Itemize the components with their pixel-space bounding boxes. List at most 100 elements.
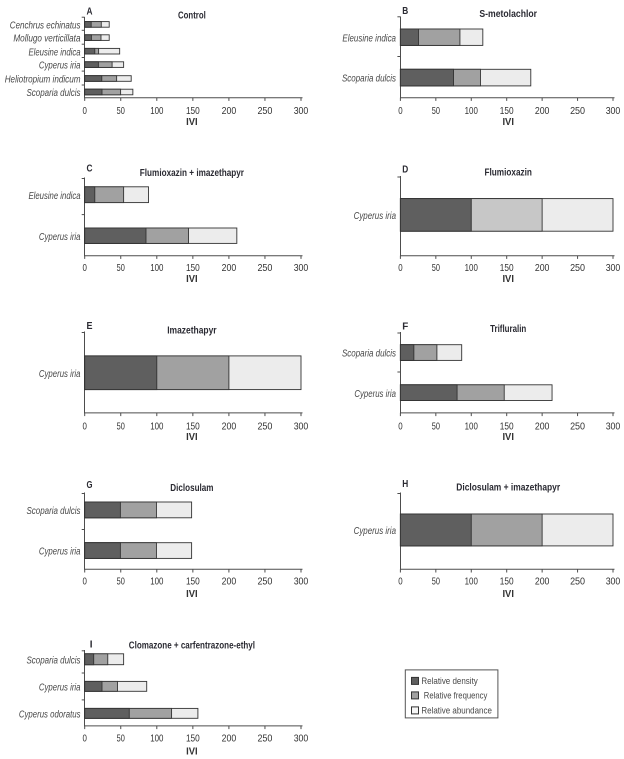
svg-text:50: 50: [117, 733, 125, 744]
svg-text:Eleusine indica: Eleusine indica: [29, 47, 81, 58]
svg-text:150: 150: [186, 263, 200, 274]
svg-text:50: 50: [117, 263, 125, 274]
svg-text:Diclosulam + imazethapyr: Diclosulam + imazethapyr: [456, 482, 560, 493]
svg-text:Trifluralin: Trifluralin: [490, 324, 526, 335]
svg-text:Scoparia dulcis: Scoparia dulcis: [27, 88, 81, 99]
svg-text:150: 150: [500, 577, 514, 588]
svg-text:50: 50: [117, 577, 125, 588]
svg-text:100: 100: [150, 106, 163, 117]
svg-text:100: 100: [465, 577, 478, 588]
svg-text:Diclosulam: Diclosulam: [170, 483, 213, 494]
svg-text:0: 0: [398, 106, 403, 117]
svg-text:0: 0: [83, 733, 88, 744]
svg-text:250: 250: [257, 106, 272, 117]
svg-text:Relative abundance: Relative abundance: [421, 706, 492, 716]
svg-text:50: 50: [432, 263, 440, 274]
svg-text:50: 50: [117, 106, 125, 117]
svg-text:0: 0: [83, 263, 88, 274]
svg-text:200: 200: [222, 263, 237, 274]
svg-text:250: 250: [570, 422, 585, 433]
svg-text:Scoparia dulcis: Scoparia dulcis: [342, 349, 396, 360]
svg-text:IVI: IVI: [186, 117, 198, 128]
svg-text:0: 0: [398, 422, 403, 433]
svg-text:250: 250: [570, 106, 585, 117]
svg-text:Cyperus iria: Cyperus iria: [354, 211, 397, 222]
svg-text:100: 100: [150, 577, 163, 588]
svg-text:Cyperus iria: Cyperus iria: [39, 547, 81, 558]
svg-text:Cyperus iria: Cyperus iria: [354, 526, 397, 537]
svg-text:Cyperus iria: Cyperus iria: [39, 232, 81, 243]
svg-text:250: 250: [257, 733, 272, 744]
svg-text:0: 0: [398, 263, 403, 274]
svg-text:150: 150: [186, 577, 200, 588]
svg-text:Heliotropium indicum: Heliotropium indicum: [5, 75, 81, 86]
svg-text:150: 150: [500, 106, 514, 117]
svg-text:Control: Control: [178, 10, 206, 21]
svg-text:300: 300: [606, 577, 621, 588]
svg-text:IVI: IVI: [502, 117, 514, 128]
svg-text:S-metolachlor: S-metolachlor: [479, 9, 537, 20]
svg-text:150: 150: [186, 422, 200, 433]
svg-text:Cyperus iria: Cyperus iria: [39, 682, 81, 693]
svg-text:50: 50: [432, 422, 440, 433]
svg-text:300: 300: [294, 577, 309, 588]
svg-text:50: 50: [432, 106, 440, 117]
svg-text:200: 200: [535, 577, 550, 588]
svg-text:A: A: [87, 7, 93, 18]
svg-text:IVI: IVI: [502, 432, 514, 443]
svg-text:100: 100: [465, 422, 478, 433]
svg-text:H: H: [402, 479, 408, 490]
svg-text:IVI: IVI: [186, 432, 198, 443]
svg-text:300: 300: [606, 263, 621, 274]
svg-text:Cyperus iria: Cyperus iria: [354, 389, 396, 400]
svg-text:150: 150: [186, 733, 200, 744]
svg-text:Imazethapyr: Imazethapyr: [167, 326, 216, 337]
svg-text:100: 100: [150, 733, 163, 744]
svg-text:200: 200: [535, 106, 550, 117]
svg-text:E: E: [87, 321, 93, 332]
svg-text:150: 150: [500, 263, 514, 274]
svg-text:200: 200: [222, 577, 237, 588]
svg-text:C: C: [87, 164, 93, 175]
svg-text:250: 250: [257, 422, 272, 433]
svg-text:300: 300: [294, 422, 309, 433]
svg-text:Relative frequency: Relative frequency: [424, 691, 488, 701]
svg-text:300: 300: [606, 106, 621, 117]
svg-text:Flumioxazin + imazethapyr: Flumioxazin + imazethapyr: [140, 168, 244, 179]
svg-text:300: 300: [294, 733, 309, 744]
svg-text:F: F: [402, 322, 408, 333]
svg-text:0: 0: [83, 577, 88, 588]
svg-text:Cenchrus echinatus: Cenchrus echinatus: [10, 21, 81, 32]
svg-text:300: 300: [294, 263, 309, 274]
svg-text:0: 0: [83, 106, 88, 117]
svg-text:100: 100: [150, 263, 163, 274]
svg-text:I: I: [90, 639, 93, 650]
svg-text:Cyperus odoratus: Cyperus odoratus: [19, 709, 81, 720]
svg-text:250: 250: [570, 577, 585, 588]
svg-text:200: 200: [222, 106, 237, 117]
svg-text:200: 200: [222, 422, 237, 433]
svg-text:D: D: [402, 164, 408, 175]
svg-text:100: 100: [465, 106, 478, 117]
svg-text:Scoparia dulcis: Scoparia dulcis: [27, 655, 81, 666]
svg-text:300: 300: [294, 106, 309, 117]
svg-text:0: 0: [83, 422, 88, 433]
svg-text:Relative density: Relative density: [421, 676, 478, 686]
svg-text:0: 0: [398, 577, 403, 588]
svg-text:Eleusine indica: Eleusine indica: [342, 33, 396, 44]
svg-text:150: 150: [500, 422, 514, 433]
svg-text:IVI: IVI: [186, 589, 198, 600]
svg-text:150: 150: [186, 106, 200, 117]
svg-text:200: 200: [535, 422, 550, 433]
svg-text:IVI: IVI: [186, 274, 198, 285]
svg-text:100: 100: [465, 263, 478, 274]
svg-text:Scoparia dulcis: Scoparia dulcis: [27, 506, 81, 517]
svg-text:250: 250: [257, 263, 272, 274]
svg-text:Flumioxazin: Flumioxazin: [484, 167, 532, 178]
svg-text:B: B: [402, 6, 408, 17]
svg-text:250: 250: [257, 577, 272, 588]
svg-text:200: 200: [535, 263, 550, 274]
svg-text:50: 50: [117, 422, 125, 433]
svg-text:250: 250: [570, 263, 585, 274]
svg-text:Mollugo verticillata: Mollugo verticillata: [13, 34, 80, 45]
